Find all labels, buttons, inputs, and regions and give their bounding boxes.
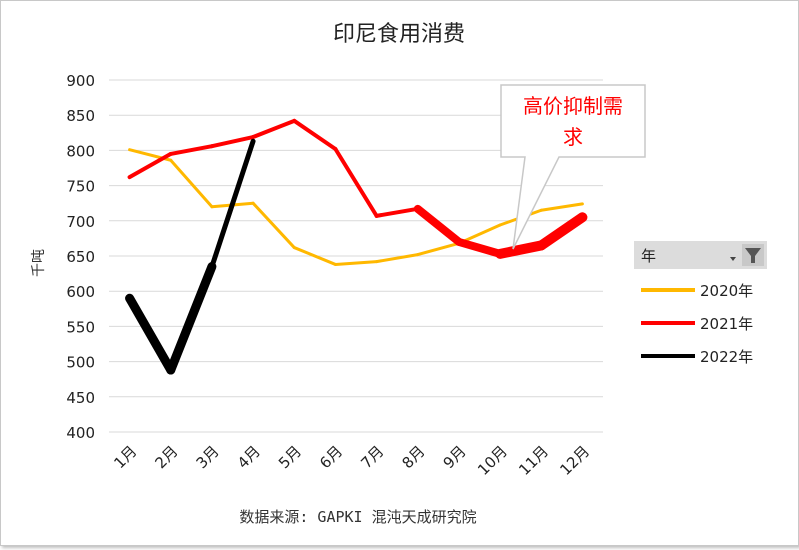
y-axis-ticks: 400 450 500 550 600 650 700 750 800 850 900 (66, 72, 95, 442)
series-segment (130, 154, 171, 177)
chart-title: 印尼食用消费 (333, 22, 465, 47)
y-tick-label: 700 (66, 213, 95, 231)
legend-label: 2021年 (700, 315, 753, 333)
legend-title: 年 (641, 247, 656, 265)
series-segment (171, 160, 212, 206)
series-segment (335, 149, 376, 216)
series-segment (500, 245, 541, 253)
series-segment (418, 209, 459, 242)
y-tick-label: 900 (66, 72, 95, 90)
series-segment (294, 121, 335, 149)
x-tick-label: 6月 (316, 442, 346, 472)
y-tick-label: 500 (66, 354, 95, 372)
series-segment (335, 262, 376, 265)
series-segment (541, 217, 582, 245)
x-tick-label: 3月 (193, 442, 223, 472)
y-tick-label: 800 (66, 142, 95, 160)
x-tick-label: 1月 (110, 442, 140, 472)
series-segment (253, 203, 294, 247)
y-tick-label: 400 (66, 424, 95, 442)
series-segment (253, 121, 294, 137)
x-tick-label: 8月 (398, 442, 428, 472)
series-segment (541, 204, 582, 210)
x-tick-label: 9月 (440, 442, 470, 472)
callout-text-line1: 高价抑制需 (523, 94, 623, 118)
legend-label: 2022年 (700, 348, 753, 366)
x-tick-label: 5月 (275, 442, 305, 472)
x-tick-label: 12月 (556, 442, 593, 479)
legend-items: 2020年 2021年 2022年 (641, 282, 753, 366)
series-segment (377, 209, 418, 216)
x-tick-label: 4月 (234, 442, 264, 472)
legend-item[interactable]: 2022年 (641, 348, 753, 366)
legend-label: 2020年 (700, 282, 753, 300)
callout-text-line2: 求 (563, 125, 583, 149)
y-tick-label: 600 (66, 283, 95, 301)
y-tick-label: 450 (66, 389, 95, 407)
source-note: 数据来源: GAPKI 混沌天成研究院 (239, 508, 476, 526)
y-axis-label: 千吨 (31, 249, 47, 277)
x-tick-label: 7月 (357, 442, 387, 472)
x-tick-label: 10月 (474, 442, 511, 479)
y-tick-label: 550 (66, 318, 95, 336)
x-tick-label: 11月 (515, 442, 552, 479)
legend: 年 2020年 2021年 2022年 (634, 241, 767, 366)
series-segment (212, 137, 253, 146)
x-tick-label: 2月 (151, 442, 181, 472)
series-segment (171, 267, 212, 370)
y-tick-label: 850 (66, 107, 95, 125)
y-tick-label: 650 (66, 248, 95, 266)
y-tick-label: 750 (66, 178, 95, 196)
series-segment (130, 298, 171, 370)
legend-item[interactable]: 2020年 (641, 282, 753, 300)
legend-item[interactable]: 2021年 (641, 315, 753, 333)
series-segment (418, 243, 459, 254)
series-segment (459, 242, 500, 254)
